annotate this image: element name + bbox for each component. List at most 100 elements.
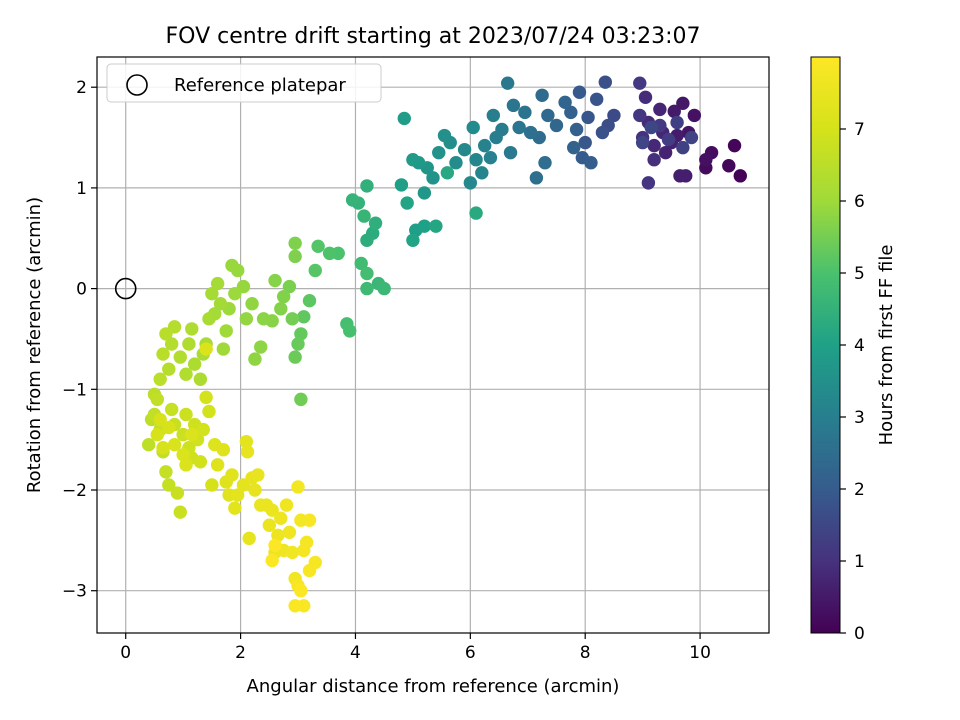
data-point (360, 233, 374, 247)
data-point (205, 286, 219, 301)
data-point (653, 102, 667, 117)
data-point (357, 209, 371, 223)
y-tick-label: −1 (62, 380, 87, 400)
data-point (150, 427, 165, 442)
data-point (288, 350, 302, 364)
data-point (268, 538, 282, 553)
data-point (549, 118, 564, 133)
data-point (240, 445, 255, 459)
x-tick-label: 4 (350, 643, 361, 663)
data-point (673, 169, 687, 183)
data-point (633, 108, 647, 123)
data-point (638, 90, 653, 104)
data-point (607, 108, 621, 123)
data-point (199, 390, 213, 405)
x-tick-label: 6 (465, 643, 476, 663)
data-point (253, 340, 268, 354)
data-point (529, 171, 544, 185)
data-point (457, 142, 472, 157)
data-point (282, 525, 297, 540)
y-tick-label: −3 (62, 582, 87, 602)
data-points (141, 75, 747, 613)
data-point (311, 239, 325, 254)
data-point (463, 176, 478, 190)
y-tick-label: −2 (62, 481, 87, 501)
data-point (182, 337, 196, 351)
data-point (633, 76, 647, 90)
data-point (661, 132, 676, 147)
data-point (684, 130, 699, 145)
data-point (213, 297, 228, 311)
data-point (647, 153, 661, 167)
legend-box (106, 63, 382, 103)
data-point (205, 478, 219, 492)
data-point (170, 486, 185, 500)
x-tick-label: 10 (689, 643, 711, 663)
data-point (417, 219, 432, 233)
data-point (294, 392, 308, 407)
data-point (394, 178, 409, 192)
x-axis-label: Angular distance from reference (arcmin) (247, 676, 620, 697)
data-point (162, 478, 176, 492)
data-point (589, 92, 604, 106)
data-point (228, 501, 242, 515)
data-point (179, 407, 193, 422)
data-point (262, 518, 277, 532)
colorbar: 0 1 2 3 4 5 6 7 Hours from first FF file (810, 56, 897, 644)
data-point (202, 404, 216, 419)
data-point (285, 545, 299, 560)
data-point (477, 138, 492, 153)
data-point (647, 138, 661, 153)
data-point (274, 511, 288, 525)
x-tick-label: 0 (120, 643, 131, 663)
data-point (248, 483, 262, 497)
data-point (173, 350, 187, 364)
colorbar-gradient (810, 56, 841, 634)
data-point (658, 145, 673, 160)
data-point (483, 150, 498, 165)
data-point (294, 584, 308, 598)
data-point (193, 372, 208, 386)
data-point (159, 465, 173, 479)
data-point (185, 322, 199, 336)
colorbar-label: Hours from first FF file (876, 245, 897, 446)
data-point (595, 125, 610, 140)
data-point (302, 513, 317, 527)
data-point (156, 441, 170, 455)
data-point (343, 324, 357, 338)
data-point (167, 437, 182, 452)
data-point (429, 219, 443, 233)
data-point (437, 128, 452, 143)
data-point (239, 434, 254, 449)
data-point (279, 498, 294, 512)
data-point (288, 249, 302, 264)
data-point (500, 76, 515, 90)
data-point (440, 166, 455, 180)
data-point (469, 153, 483, 167)
data-point (265, 503, 279, 517)
y-tick-label: 1 (76, 179, 87, 199)
data-point (426, 171, 440, 185)
data-point (210, 458, 225, 472)
data-point (727, 138, 742, 153)
x-axis: 0 2 4 6 8 10 (120, 633, 711, 663)
colorbar-tick-label: 3 (854, 408, 865, 428)
data-point (199, 342, 213, 356)
data-point (641, 176, 656, 190)
data-point (216, 342, 231, 356)
data-point (558, 95, 572, 110)
data-point (518, 105, 532, 120)
data-point (377, 281, 391, 296)
data-point (256, 312, 271, 326)
data-point (185, 427, 199, 442)
data-point (193, 455, 208, 469)
data-point (291, 480, 305, 494)
data-point (432, 145, 446, 160)
data-point (676, 96, 690, 111)
data-point (282, 279, 297, 294)
data-point (397, 111, 411, 126)
data-point (567, 140, 581, 155)
colorbar-tick-label: 0 (854, 624, 865, 644)
data-point (268, 273, 282, 288)
